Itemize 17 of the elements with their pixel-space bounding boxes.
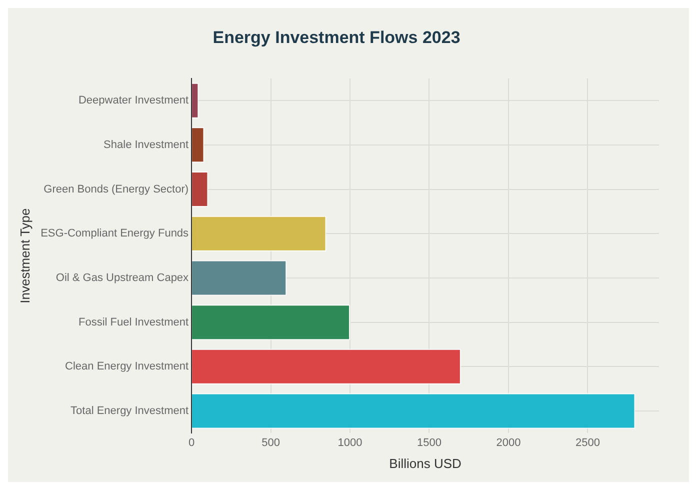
y-tick-label: ESG-Compliant Energy Funds	[40, 228, 190, 240]
y-tick-label: Clean Energy Investment	[65, 360, 189, 373]
x-axis-title: Billions USD	[389, 456, 462, 471]
y-tick-label: Green Bonds (Energy Sector)	[44, 183, 189, 196]
x-tick-label: 1000	[338, 436, 362, 449]
y-tick-label: Deepwater Investment	[78, 94, 189, 107]
x-tick-label: 2500	[575, 436, 600, 449]
x-tick-label: 500	[262, 436, 280, 449]
x-tick-label: 2000	[496, 436, 521, 449]
x-tick-label: 0	[188, 436, 195, 449]
y-tick-label: Fossil Fuel Investment	[78, 316, 189, 328]
y-tick-label: Total Energy Investment	[70, 405, 189, 418]
y-tick-label: Oil & Gas Upstream Capex	[56, 272, 190, 284]
y-tick-label: Shale Investment	[104, 138, 189, 151]
chart-title: Energy Investment Flows 2023	[212, 28, 460, 47]
x-tick-label: 1500	[416, 436, 442, 449]
y-axis-title: Investment Type	[17, 208, 32, 304]
